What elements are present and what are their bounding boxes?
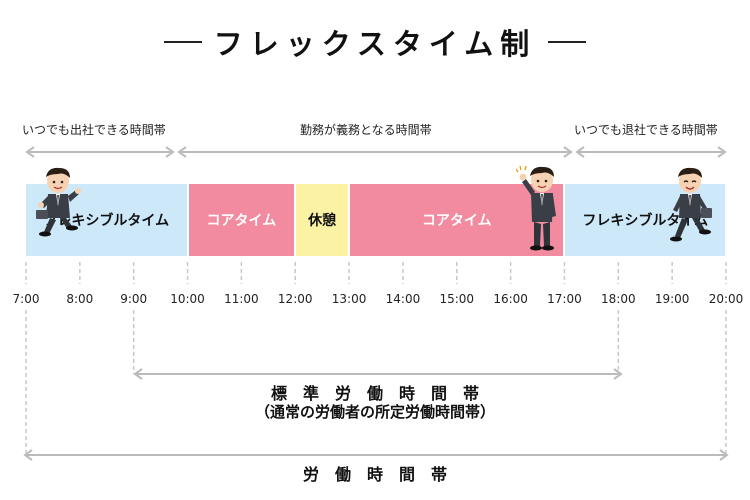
standard-hours-sublabel: （通常の労働者の所定労働時間帯） [254,403,495,421]
diagram-title: フレックスタイム制 [213,27,537,61]
arrowhead [717,146,727,158]
tick-label: 11:00 [224,292,259,306]
title-area: フレックスタイム制 [0,22,750,62]
arrowhead [719,449,729,461]
tick-label: 16:00 [493,292,528,306]
segment-core-3: コアタイム [350,184,564,256]
arrowhead [165,146,175,158]
tick-label: 15:00 [439,292,475,306]
arrowhead [177,146,187,158]
businessman-leaving-icon [670,167,712,242]
arrowhead [133,368,143,380]
label-mandatory-hours: 勤務が義務となる時間帯 [300,123,432,137]
tick-label: 13:00 [331,292,367,306]
tick-label: 17:00 [547,292,582,306]
tick-label: 12:00 [277,292,313,306]
businessman-waving-icon [516,165,556,251]
tick-label: 7:00 [12,292,40,306]
arrowhead [23,449,33,461]
segment-break-2: 休憩 [296,184,349,256]
title-left-rule [163,41,202,43]
tick-label: 19:00 [654,292,690,306]
businessman-running-icon [36,167,81,237]
tick-label: 18:00 [601,292,636,306]
arrowhead [613,368,623,380]
working-hours-label: 労 働 時 間 帯 [302,465,447,484]
label-anytime-arrive: いつでも出社できる時間帯 [22,123,166,137]
tick-label: 8:00 [66,292,94,306]
arrowhead [575,146,585,158]
standard-hours-label: 標 準 労 働 時 間 帯 [270,384,479,403]
arrowhead [25,146,35,158]
tick-label: 20:00 [708,292,744,306]
tick-label: 14:00 [385,292,421,306]
arrowhead [563,146,573,158]
tick-label: 10:00 [170,292,205,306]
title-right-rule [548,41,587,43]
segment-core-1: コアタイム [188,184,295,256]
label-anytime-leave: いつでも退社できる時間帯 [574,123,718,137]
tick-label: 9:00 [120,292,148,306]
